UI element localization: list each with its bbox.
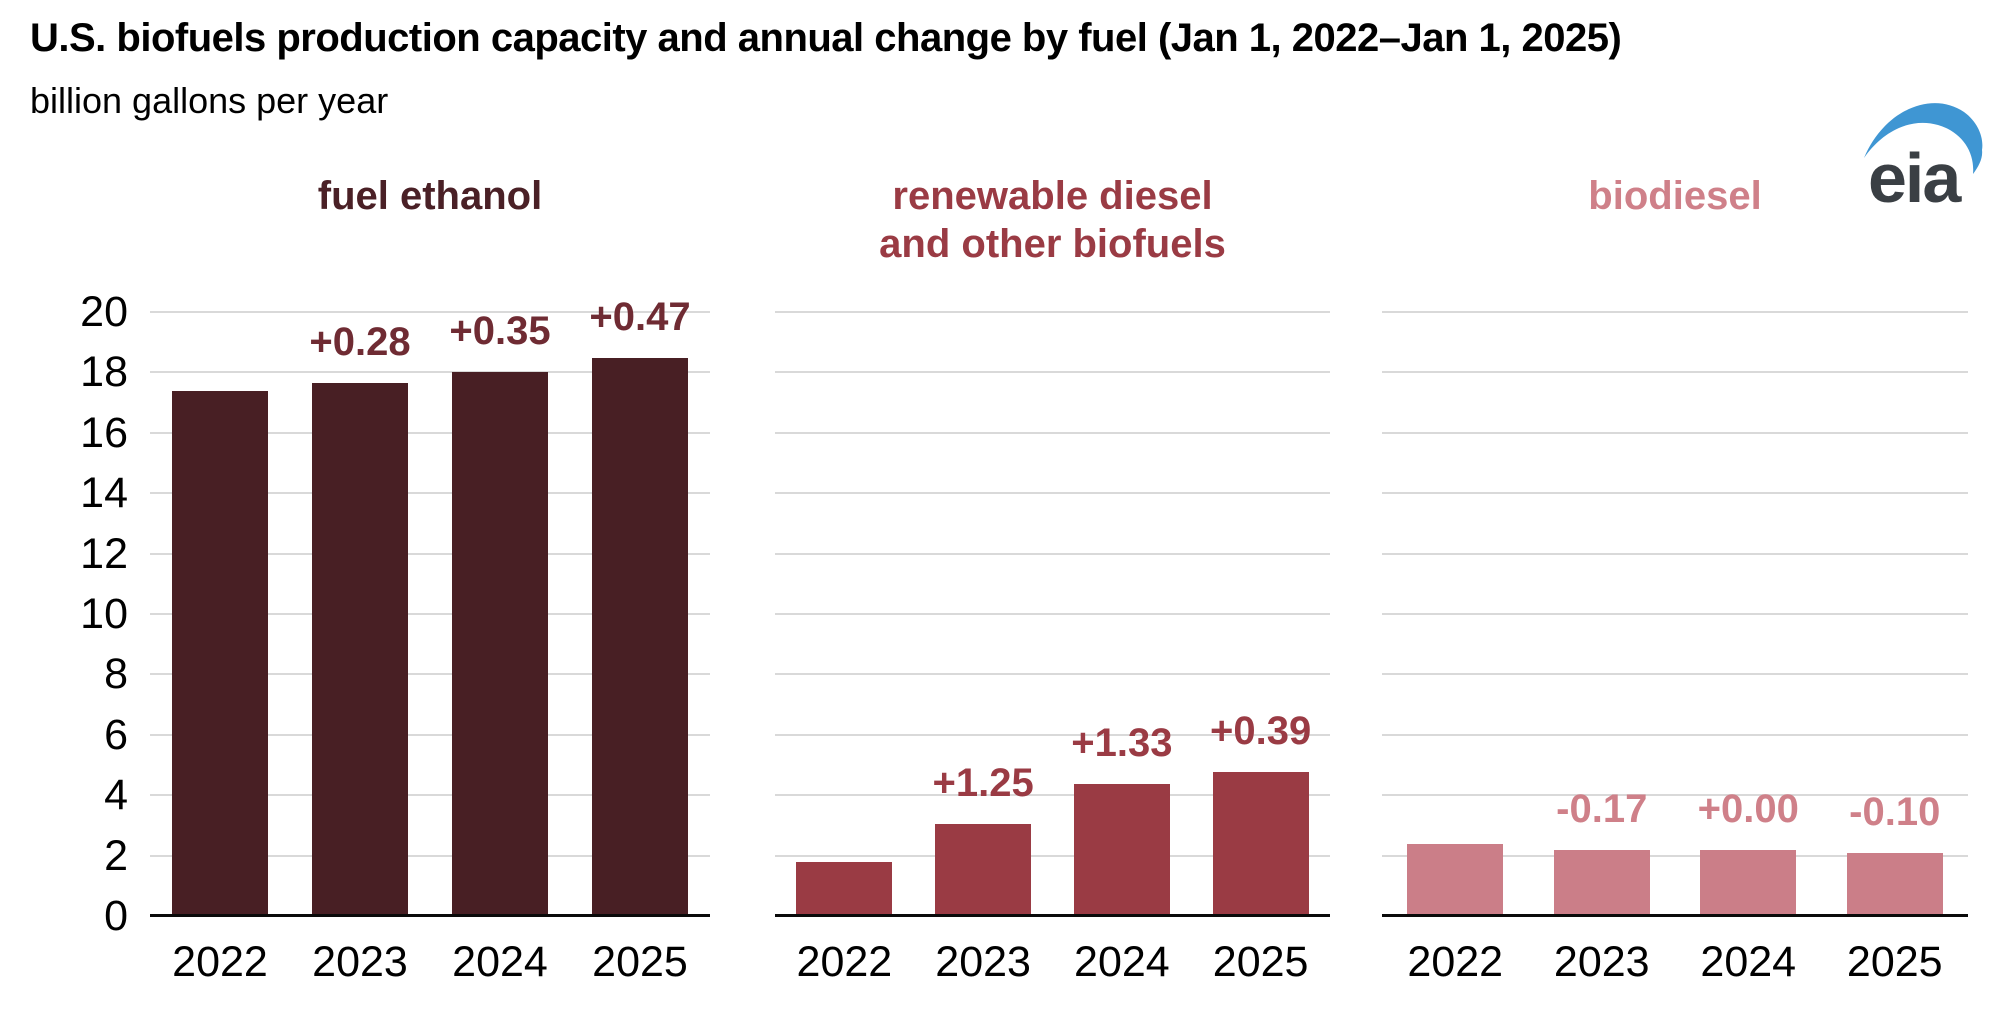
x-tick-label: 2022 (1407, 938, 1504, 986)
chart-units-subtitle: billion gallons per year (30, 80, 389, 121)
page-title: U.S. biofuels production capacity and an… (30, 16, 1622, 60)
annual-change-label: +0.39 (1210, 708, 1312, 753)
annual-change-label: +1.33 (1071, 720, 1173, 765)
eia-logo: eia (1864, 103, 1983, 210)
bar-fuel-ethanol-2025 (592, 357, 688, 916)
y-tick-label: 6 (104, 710, 128, 759)
y-tick-label: 18 (80, 348, 128, 397)
gridline (775, 371, 1330, 374)
annual-change-label: +0.35 (449, 309, 551, 354)
panel-title-line: biodiesel (1588, 174, 1762, 218)
gridline (775, 733, 1330, 736)
annual-change-label: +0.00 (1697, 786, 1799, 831)
panel-title-renewable: renewable diesel and other biofuels (775, 172, 1330, 268)
bar-biodiesel-2022 (1407, 844, 1504, 916)
bar-fuel-ethanol-2024 (452, 372, 548, 916)
x-tick-label: 2025 (1212, 938, 1309, 986)
y-tick-label: 12 (80, 529, 128, 578)
panel-title-biodiesel: biodiesel (1382, 172, 1968, 220)
gridline (1382, 431, 1968, 434)
bar-renewable-diesel-and-other-biofuels-2023 (935, 823, 1032, 916)
gridline (150, 371, 710, 374)
panel-title-fuel: fuel ethanol (150, 172, 710, 220)
eia-logo-text: eia (1868, 139, 1962, 210)
gridline (1382, 794, 1968, 797)
y-tick-label: 4 (104, 771, 128, 820)
panel-title-line: and other biofuels (879, 222, 1226, 266)
eia-swoosh-icon (1864, 103, 1983, 174)
gridline (1382, 854, 1968, 857)
gridline (775, 673, 1330, 676)
annual-change-label: +1.25 (932, 760, 1034, 805)
y-tick-label: 0 (104, 892, 128, 940)
gridline (775, 552, 1330, 555)
x-tick-label: 2023 (1553, 938, 1650, 986)
gridline (150, 854, 710, 857)
gridline (1382, 733, 1968, 736)
bar-biodiesel-2025 (1846, 852, 1943, 916)
bar-biodiesel-2023 (1553, 849, 1650, 916)
x-tick-label: 2022 (796, 938, 893, 986)
x-tick-label: 2025 (592, 938, 688, 986)
x-tick-label: 2022 (172, 938, 268, 986)
annual-change-label: +0.47 (589, 294, 691, 339)
gridline (150, 673, 710, 676)
gridline (150, 311, 710, 313)
gridline (1382, 673, 1968, 676)
bar-fuel-ethanol-2022 (172, 391, 268, 916)
gridline (775, 794, 1330, 797)
bar-renewable-diesel-and-other-biofuels-2025 (1212, 771, 1309, 916)
x-tick-label: 2024 (1074, 938, 1170, 986)
gridline (150, 492, 710, 495)
bar-biodiesel-2024 (1700, 849, 1797, 916)
x-tick-label: 2023 (312, 938, 408, 986)
gridline (1382, 552, 1968, 555)
x-tick-label: 2024 (452, 938, 548, 986)
gridline (150, 552, 710, 555)
x-tick-label: 2025 (1846, 938, 1943, 986)
y-tick-label: 10 (80, 590, 128, 638)
annual-change-label: -0.10 (1849, 789, 1941, 834)
gridline (150, 794, 710, 797)
y-tick-label: 16 (80, 408, 128, 457)
gridline (1382, 613, 1968, 615)
gridline (775, 431, 1330, 434)
x-tick-label: 2024 (1700, 938, 1797, 986)
y-tick-label: 2 (104, 831, 128, 880)
annual-change-label: -0.17 (1556, 786, 1648, 831)
gridline (1382, 492, 1968, 495)
gridline (150, 733, 710, 736)
gridline (775, 613, 1330, 615)
x-axis-line (1382, 914, 1968, 917)
y-tick-label: 14 (80, 469, 128, 518)
gridline (150, 613, 710, 615)
bar-fuel-ethanol-2023 (312, 382, 408, 916)
y-tick-label: 8 (104, 650, 128, 699)
gridline (775, 854, 1330, 857)
gridline (775, 492, 1330, 495)
gridline (1382, 371, 1968, 374)
gridline (775, 311, 1330, 313)
gridline (1382, 311, 1968, 313)
panel-title-line: renewable diesel (892, 174, 1213, 218)
x-axis-line (775, 914, 1330, 917)
annual-change-label: +0.28 (309, 319, 411, 364)
x-axis-line (150, 914, 710, 917)
gridline (150, 431, 710, 434)
bar-renewable-diesel-and-other-biofuels-2024 (1073, 783, 1170, 916)
panel-title-line: fuel ethanol (317, 174, 543, 218)
x-tick-label: 2023 (935, 938, 1031, 986)
y-tick-label: 20 (80, 288, 128, 336)
bar-renewable-diesel-and-other-biofuels-2022 (796, 861, 893, 916)
